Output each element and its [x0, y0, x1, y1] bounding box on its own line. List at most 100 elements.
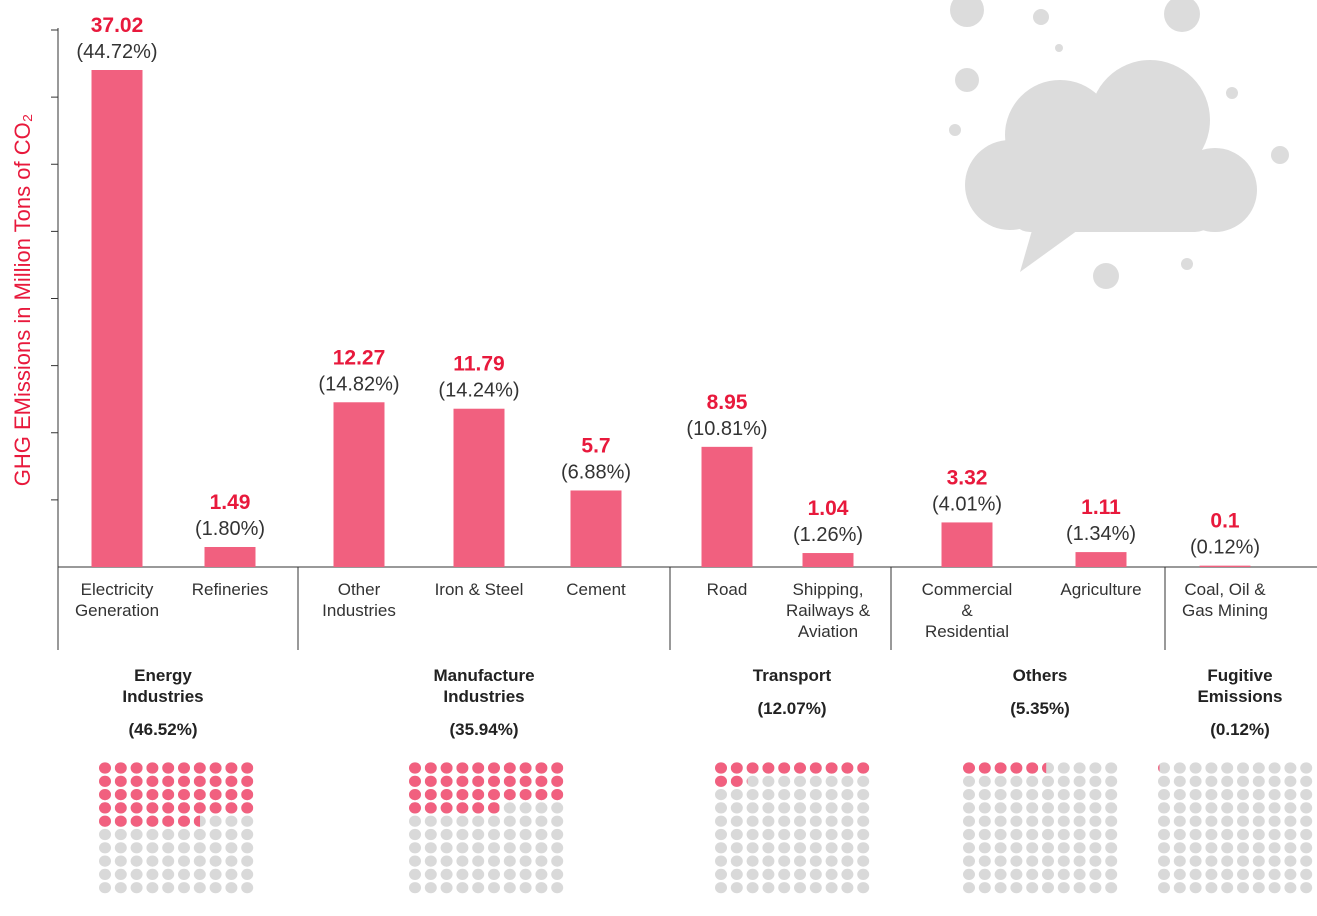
- waffle-dot-empty: [1221, 815, 1234, 827]
- waffle-dot-empty: [1073, 775, 1086, 787]
- waffle-dot-empty: [1026, 828, 1039, 841]
- waffle-dot-empty: [99, 828, 111, 841]
- waffle-dot-empty: [746, 775, 759, 787]
- waffle-dot-empty: [225, 842, 238, 854]
- waffle-dot-empty: [209, 842, 222, 854]
- waffle-dot-empty: [503, 828, 516, 841]
- value-label: 8.95: [707, 391, 748, 414]
- waffle-dot-empty: [535, 802, 548, 814]
- percent-label: (44.72%): [76, 41, 157, 63]
- waffle-dot-empty: [730, 882, 743, 894]
- waffle-dot-empty: [762, 842, 775, 854]
- waffle-dot-empty: [857, 842, 870, 854]
- waffle-dot-empty: [825, 855, 838, 867]
- waffle-dot-empty: [440, 868, 453, 881]
- waffle-dot-empty: [1252, 868, 1265, 881]
- waffle-dot-empty: [1237, 762, 1249, 774]
- waffle-dot-empty: [778, 828, 791, 841]
- percent-label: (0.12%): [1190, 537, 1260, 559]
- waffle-dot-empty: [519, 828, 532, 841]
- waffle-dot: [193, 815, 201, 827]
- value-label: 12.27: [333, 346, 386, 369]
- waffle-dot-empty: [715, 842, 727, 854]
- waffle-dot-empty: [1057, 868, 1070, 881]
- waffle-dot-empty: [209, 868, 222, 881]
- waffle-dot-empty: [409, 882, 421, 894]
- waffle-dot: [241, 762, 254, 774]
- waffle-dot-empty: [778, 775, 791, 787]
- bar: [570, 490, 622, 567]
- waffle-dot-empty: [841, 882, 854, 894]
- y-axis-label: GHG EMissions in Million Tons of CO₂: [10, 114, 35, 486]
- value-label: 1.04: [808, 497, 849, 520]
- waffle-dot-empty: [994, 775, 1007, 787]
- waffle-dot-empty: [1173, 842, 1186, 854]
- waffle-dot-empty: [130, 868, 143, 881]
- waffle-dot-empty: [178, 882, 190, 894]
- waffle-dot-empty: [472, 882, 485, 894]
- waffle-dot-empty: [978, 882, 991, 894]
- waffle-dot-empty: [730, 855, 743, 867]
- waffle-dot-empty: [762, 789, 775, 801]
- waffle-dot-empty: [1057, 775, 1070, 787]
- category-label: Other Industries: [322, 580, 396, 620]
- waffle-dot: [503, 789, 516, 801]
- waffle-dot-empty: [963, 855, 975, 867]
- waffle-dot-empty: [114, 882, 127, 894]
- waffle-dot: [146, 802, 159, 814]
- waffle-dot-empty: [762, 855, 775, 867]
- waffle-dot-empty: [551, 802, 564, 814]
- waffle-dot-empty: [503, 802, 516, 814]
- waffle-dot-empty: [1268, 828, 1281, 841]
- waffle-dot-empty: [488, 855, 500, 867]
- waffle-dot-empty: [1221, 842, 1234, 854]
- waffle-dot-empty: [225, 868, 238, 881]
- waffle-dot-empty: [1284, 775, 1297, 787]
- waffle-dot-empty: [1073, 842, 1086, 854]
- waffle-dot-empty: [424, 868, 437, 881]
- waffle-dot: [146, 775, 159, 787]
- waffle-dot-empty: [715, 802, 727, 814]
- waffle-dot-empty: [825, 868, 838, 881]
- waffle-dot: [146, 762, 159, 774]
- waffle-dot: [209, 789, 222, 801]
- waffle-dot-empty: [1284, 882, 1297, 894]
- waffle-dot-empty: [1073, 828, 1086, 841]
- category-label: Cement: [566, 580, 626, 599]
- waffle-dot-empty: [440, 842, 453, 854]
- waffle-dot-empty: [1268, 842, 1281, 854]
- waffle-dot-empty: [994, 789, 1007, 801]
- waffle-dot-empty: [978, 802, 991, 814]
- waffle-dot-empty: [130, 855, 143, 867]
- waffle-dot-empty: [1300, 842, 1313, 854]
- waffle-dot-empty: [193, 842, 206, 854]
- waffle-dot-empty: [424, 842, 437, 854]
- waffle-dot-empty: [1221, 882, 1234, 894]
- waffle-dot-empty: [225, 815, 238, 827]
- waffle-dot-empty: [778, 882, 791, 894]
- waffle-dot-empty: [715, 815, 727, 827]
- waffle-dot-empty: [225, 855, 238, 867]
- waffle-dot-empty: [963, 802, 975, 814]
- waffle-dot: [551, 762, 564, 774]
- waffle-dot: [99, 775, 111, 787]
- waffle-dot-empty: [1073, 802, 1086, 814]
- waffle-dot: [472, 775, 485, 787]
- waffle-dot-empty: [225, 882, 238, 894]
- waffle-dot: [178, 802, 190, 814]
- waffle-dot: [241, 802, 254, 814]
- waffle-dot: [472, 789, 485, 801]
- waffle-dot-empty: [456, 828, 469, 841]
- waffle-dot: [241, 775, 254, 787]
- waffle-dot-empty: [994, 802, 1007, 814]
- waffle-dot-empty: [1158, 868, 1170, 881]
- waffle-dot-empty: [1026, 855, 1039, 867]
- waffle-dot-empty: [162, 855, 175, 867]
- waffle-dot-empty: [1205, 802, 1218, 814]
- waffle-dot: [225, 789, 238, 801]
- waffle-dot-empty: [994, 855, 1007, 867]
- waffle-dot-empty: [1089, 828, 1102, 841]
- waffle-dot-empty: [1237, 855, 1249, 867]
- waffle-dot: [535, 775, 548, 787]
- value-label: 1.49: [210, 491, 251, 514]
